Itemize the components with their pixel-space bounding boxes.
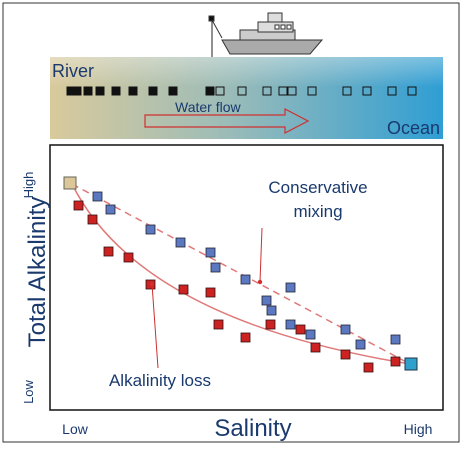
y-high-label: High [21,172,36,199]
flow-arrow [144,108,310,134]
conservative-label: Conservative [268,178,367,197]
pointer-dot [257,279,263,285]
blue-samples [92,191,401,350]
water-highlight [50,57,443,87]
sample-stations [66,86,417,96]
conservative-line [71,183,411,365]
conservative-pointer [259,227,263,283]
conservative-label: mixing [293,202,342,221]
river-endmember [63,176,77,190]
x-low-label: Low [62,421,89,437]
ocean-endmember [404,357,418,371]
pointer-dot [149,281,155,287]
y-low-label: Low [21,379,36,403]
ocean-label: Ocean [387,118,440,138]
flow-label: Water flow [175,99,241,115]
x-high-label: High [404,421,433,437]
x-axis-title: Salinity [214,415,291,442]
loss-label: Alkalinity loss [109,371,211,390]
y-axis-title: Total Alkalinity [24,197,51,348]
river-label: River [52,61,94,81]
loss-pointer [151,283,159,369]
